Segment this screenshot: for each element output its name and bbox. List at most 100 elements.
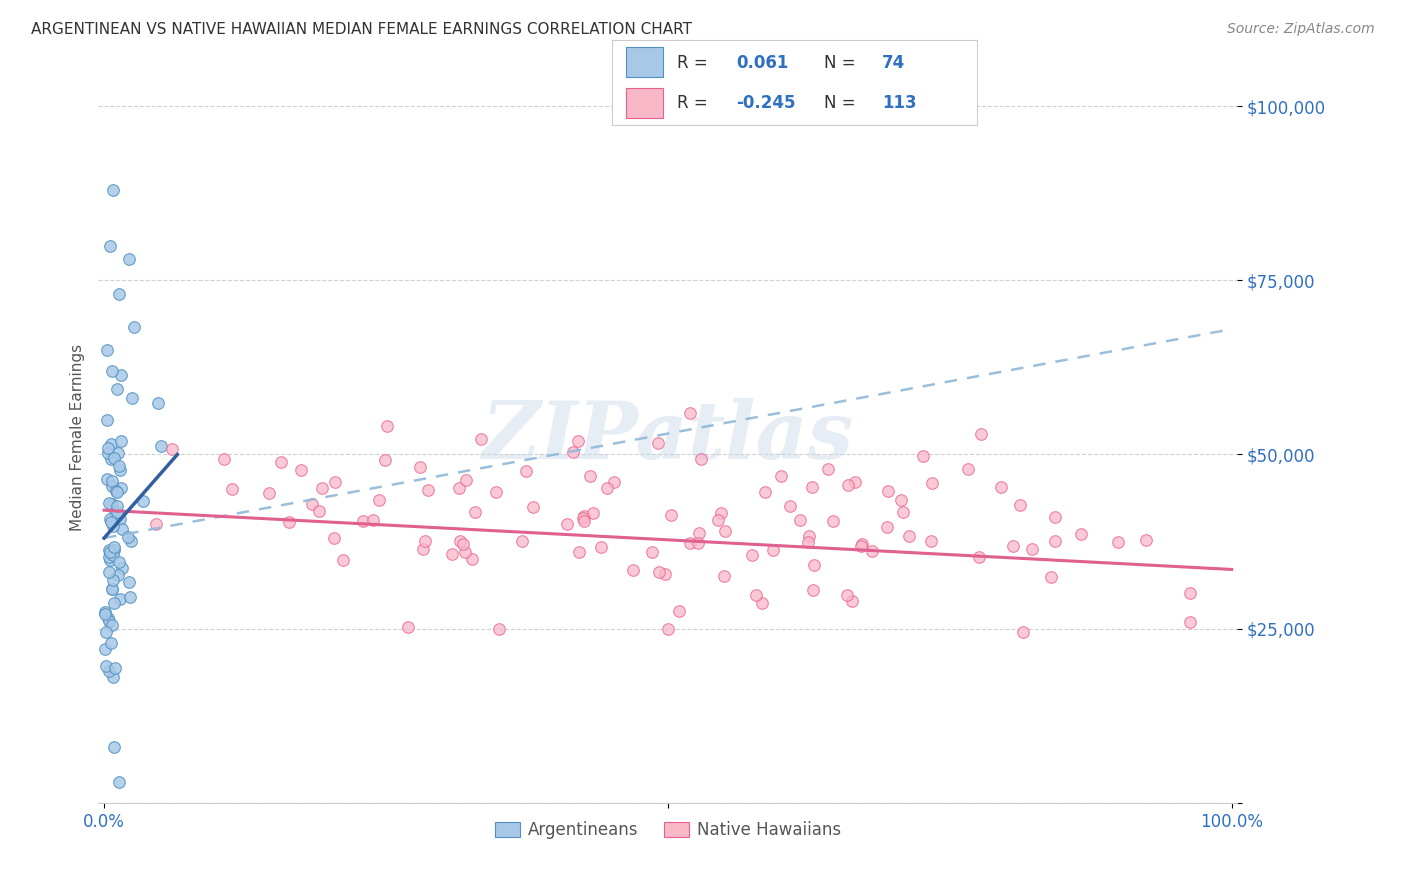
- Point: [801, 583, 824, 598]
- Point: [97, 445, 120, 459]
- Point: [352, 514, 374, 528]
- Point: [413, 533, 436, 548]
- Text: 113: 113: [882, 94, 917, 112]
- Point: [96, 412, 118, 426]
- Point: [270, 455, 292, 469]
- Point: [440, 547, 463, 561]
- Point: [647, 436, 669, 450]
- Point: [103, 596, 125, 610]
- Point: [107, 775, 129, 789]
- Point: [105, 505, 128, 519]
- Point: [94, 607, 117, 621]
- Point: [470, 432, 492, 446]
- Point: [770, 468, 793, 483]
- Point: [488, 622, 510, 636]
- Point: [121, 391, 143, 405]
- Point: [762, 542, 785, 557]
- Point: [101, 574, 124, 588]
- Point: [108, 459, 131, 474]
- Point: [100, 451, 122, 466]
- Point: [110, 368, 132, 383]
- Point: [447, 481, 470, 495]
- Text: N =: N =: [824, 94, 860, 112]
- Point: [844, 475, 866, 489]
- Point: [98, 544, 121, 558]
- Point: [96, 472, 118, 486]
- Text: Source: ZipAtlas.com: Source: ZipAtlas.com: [1227, 22, 1375, 37]
- Point: [967, 549, 990, 564]
- Point: [596, 481, 619, 495]
- Point: [582, 507, 605, 521]
- Point: [800, 480, 823, 494]
- Point: [94, 624, 117, 639]
- Point: [98, 664, 121, 678]
- Text: ARGENTINEAN VS NATIVE HAWAIIAN MEDIAN FEMALE EARNINGS CORRELATION CHART: ARGENTINEAN VS NATIVE HAWAIIAN MEDIAN FE…: [31, 22, 692, 37]
- Point: [103, 450, 125, 465]
- Point: [657, 622, 679, 636]
- Point: [103, 542, 125, 557]
- Point: [105, 507, 128, 521]
- Point: [104, 661, 127, 675]
- Point: [107, 287, 129, 301]
- Point: [100, 474, 122, 488]
- Point: [744, 588, 766, 602]
- Point: [1012, 624, 1035, 639]
- Point: [659, 508, 682, 523]
- Point: [367, 493, 389, 508]
- FancyBboxPatch shape: [626, 87, 662, 118]
- Point: [108, 463, 131, 477]
- Point: [308, 504, 330, 518]
- Point: [689, 451, 711, 466]
- Point: [96, 343, 118, 357]
- Point: [97, 542, 120, 557]
- Point: [96, 611, 118, 625]
- Point: [375, 418, 398, 433]
- Point: [970, 427, 993, 442]
- Point: [100, 479, 122, 493]
- Point: [100, 618, 122, 632]
- Point: [461, 551, 484, 566]
- Point: [751, 596, 773, 610]
- Point: [710, 506, 733, 520]
- Point: [145, 516, 167, 531]
- Point: [589, 540, 612, 554]
- Point: [105, 499, 128, 513]
- Point: [97, 441, 120, 455]
- Point: [568, 545, 591, 559]
- Point: [450, 534, 472, 549]
- Point: [557, 516, 579, 531]
- Point: [912, 449, 935, 463]
- Point: [100, 497, 122, 511]
- Point: [779, 499, 801, 513]
- Point: [396, 619, 419, 633]
- Point: [688, 525, 710, 540]
- Point: [221, 482, 243, 496]
- Point: [107, 568, 129, 582]
- Point: [101, 582, 124, 596]
- Point: [1021, 542, 1043, 557]
- Point: [668, 603, 690, 617]
- Point: [103, 519, 125, 533]
- Point: [103, 548, 125, 562]
- Point: [456, 473, 478, 487]
- Point: [290, 463, 312, 477]
- FancyBboxPatch shape: [626, 47, 662, 78]
- Point: [821, 515, 844, 529]
- Point: [98, 238, 121, 252]
- Point: [146, 396, 169, 410]
- Point: [837, 478, 859, 492]
- Point: [100, 516, 122, 530]
- Point: [648, 565, 671, 579]
- Point: [1043, 534, 1066, 549]
- Point: [94, 659, 117, 673]
- Point: [860, 544, 883, 558]
- Point: [1008, 498, 1031, 512]
- Point: [100, 582, 122, 596]
- Point: [104, 506, 127, 520]
- Point: [572, 508, 595, 523]
- Point: [104, 484, 127, 499]
- Point: [567, 434, 589, 448]
- Point: [796, 534, 818, 549]
- Point: [94, 605, 117, 619]
- Point: [817, 462, 839, 476]
